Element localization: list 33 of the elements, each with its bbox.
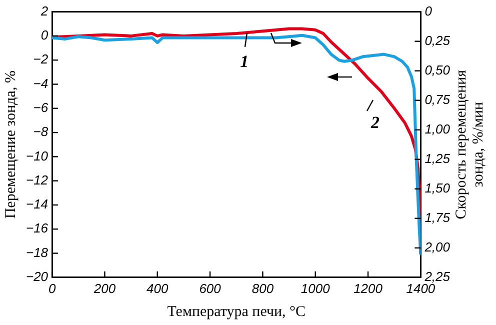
x-tick-label: 1200 xyxy=(354,280,384,296)
y2-axis-title: Скорость перемещения зонда, %/мин xyxy=(453,70,486,220)
y-tick-label: −12 xyxy=(26,172,49,188)
y-tick-label: −2 xyxy=(33,52,49,67)
x-tick-label: 1000 xyxy=(300,280,331,296)
x-tick-label: 600 xyxy=(199,280,222,296)
y-axis-title: Перемещение зонда, % xyxy=(2,70,19,219)
x-tick-label: 200 xyxy=(92,280,116,296)
y2-tick-label: 0 xyxy=(424,3,433,18)
y2-tick-label: 1,25 xyxy=(424,150,451,166)
y-tick-label: −18 xyxy=(26,244,49,260)
y-tick-label: −8 xyxy=(33,124,49,140)
x-axis-title: Температура печи, °C xyxy=(167,304,306,320)
y2-tick-label: 0,75 xyxy=(424,92,451,107)
y-tick-label: −4 xyxy=(33,76,48,91)
series-label: 1 xyxy=(240,52,249,72)
y-tick-label: 0 xyxy=(40,28,49,43)
y2-tick-label: 0,25 xyxy=(424,32,451,48)
y-tick-label: −14 xyxy=(26,196,48,212)
y-tick-label: −16 xyxy=(26,220,49,236)
x-tick-label: 400 xyxy=(146,280,169,296)
y2-tick-label: 2,00 xyxy=(424,240,451,254)
series-label: 2 xyxy=(370,112,380,132)
y-tick-label: −20 xyxy=(26,269,49,284)
y-tick-label: −6 xyxy=(33,100,49,115)
y2-tick-label: 1,00 xyxy=(424,121,451,136)
y2-tick-label: 2,25 xyxy=(424,269,451,284)
y2-tick-label: 1,50 xyxy=(424,180,451,196)
y2-tick-label: 1,75 xyxy=(424,210,451,225)
y-tick-label: −10 xyxy=(26,148,49,164)
y2-tick-label: 0,50 xyxy=(424,62,451,78)
y-tick-label: 2 xyxy=(40,3,49,18)
x-tick-label: 800 xyxy=(252,280,274,296)
